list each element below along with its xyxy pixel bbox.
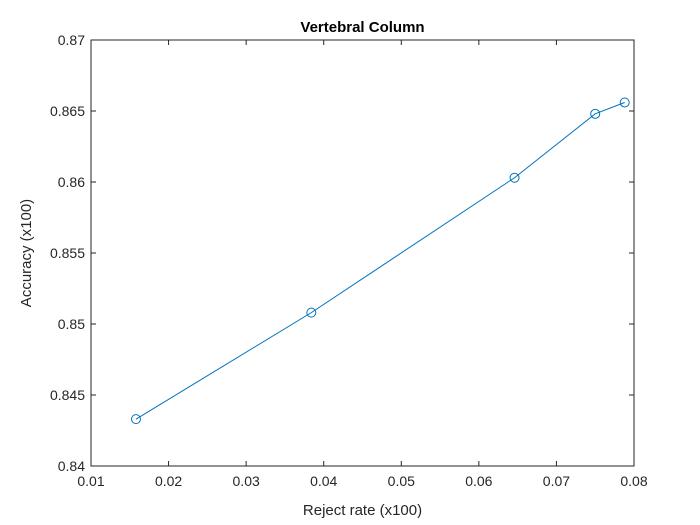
data-point — [306, 307, 317, 318]
data-point — [619, 97, 630, 108]
x-tick-label: 0.03 — [233, 473, 260, 489]
x-tick-label: 0.06 — [465, 473, 492, 489]
x-tick-label: 0.01 — [77, 473, 104, 489]
y-tick-label: 0.855 — [50, 245, 85, 261]
x-axis-label: Reject rate (x100) — [303, 502, 422, 519]
axis-ticks: 0.01 0.02 0.03 0.04 0.05 0.06 0.07 0.08 0.84 0.84… — [50, 32, 648, 489]
y-tick-label: 0.85 — [58, 316, 85, 332]
y-axis-label: Accuracy (x100) — [18, 199, 35, 307]
y-tick-label: 0.86 — [58, 174, 85, 190]
x-tick-label: 0.07 — [543, 473, 570, 489]
data-point — [590, 108, 601, 119]
x-tick-label: 0.02 — [155, 473, 182, 489]
chart-title: Vertebral Column — [300, 19, 424, 36]
data-point — [130, 414, 141, 425]
x-tick-label: 0.05 — [388, 473, 415, 489]
plot-area — [90, 39, 635, 467]
series-layer — [130, 97, 630, 425]
series-line — [135, 102, 625, 420]
y-tick-label: 0.87 — [58, 32, 85, 48]
data-point — [509, 172, 520, 183]
y-tick-label: 0.865 — [50, 103, 85, 119]
x-tick-label: 0.04 — [310, 473, 337, 489]
y-tick-label: 0.845 — [50, 387, 85, 403]
y-tick-label: 0.84 — [58, 458, 85, 474]
x-tick-label: 0.08 — [620, 473, 647, 489]
